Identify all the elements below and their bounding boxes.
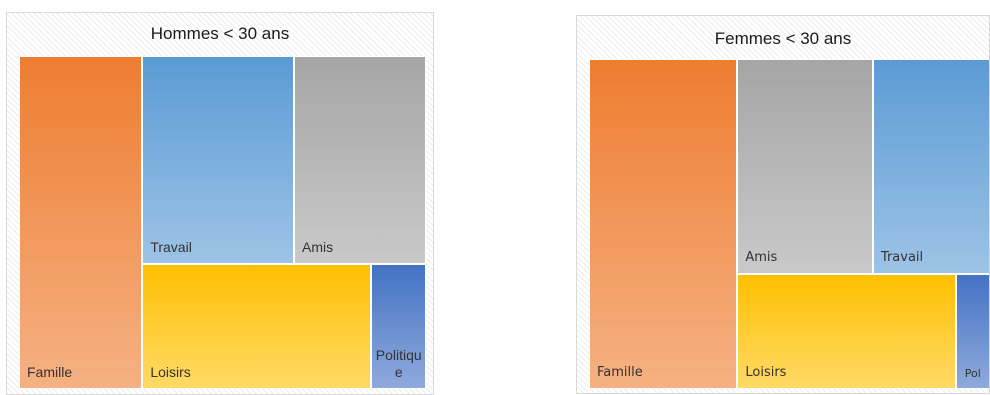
treemap-cell-travail: Travail — [142, 56, 295, 264]
treemap-cell-label: Travail — [150, 238, 192, 255]
treemap-plot: Famille Travail Amis Loisirs Politique — [19, 56, 426, 389]
treemap-cell-label: Amis — [745, 249, 778, 265]
treemap-cell-label: Loisirs — [745, 364, 787, 380]
treemap-plot: Famille Amis Travail Loisirs Pol — [589, 59, 989, 389]
treemap-panel-hommes: Hommes < 30 ans Famille Travail Amis Loisir… — [6, 12, 434, 395]
treemap-cell-label: Famille — [27, 364, 73, 380]
chart-title: Femmes < 30 ans — [714, 29, 852, 48]
treemap-cell-famille: Famille — [589, 59, 738, 389]
treemap-cell-label: Travail — [880, 249, 924, 265]
treemap-cell-travail: Travail — [872, 59, 989, 274]
treemap-cell-politique: Politique — [371, 263, 426, 389]
treemap-cell-label: Amis — [302, 238, 334, 255]
chart-title: Hommes < 30 ans — [150, 24, 290, 43]
treemap-cell-loisirs: Loisirs — [737, 273, 956, 389]
treemap-cell-pol: Pol — [955, 273, 989, 389]
treemap-cell-label: Famille — [597, 365, 643, 380]
treemap-cell-amis: Amis — [294, 56, 426, 264]
treemap-cell-amis: Amis — [737, 59, 873, 274]
treemap-cell-label: Pol — [964, 366, 981, 380]
treemap-cell-loisirs: Loisirs — [142, 263, 372, 389]
treemap-cell-famille: Famille — [19, 56, 143, 389]
treemap-panel-femmes: Femmes < 30 ans Famille Amis Travail Loisir… — [576, 15, 990, 394]
treemap-cell-label: Politique — [375, 346, 422, 380]
treemap-cell-label: Loisirs — [150, 363, 191, 380]
